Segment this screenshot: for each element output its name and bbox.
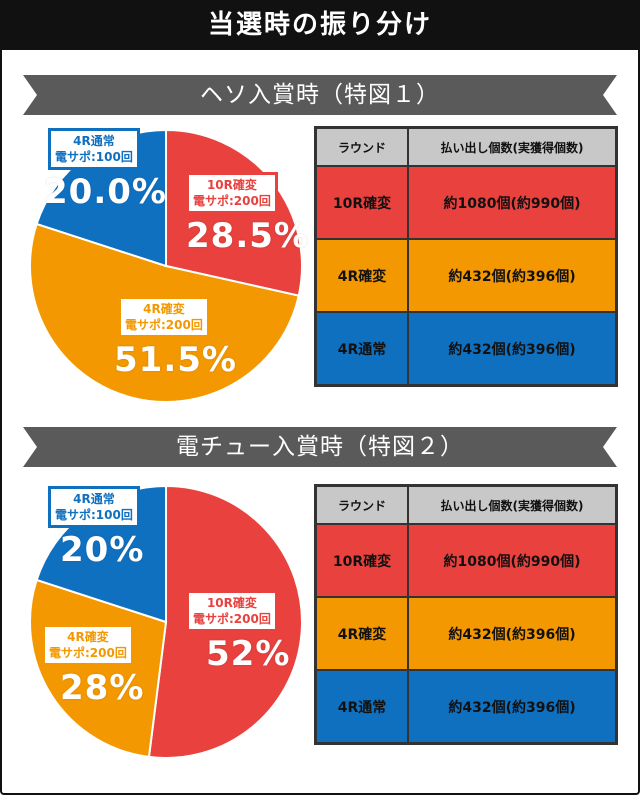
callout-line1: 4R通常 <box>73 492 115 506</box>
callout-line2: 電サポ:100回 <box>55 150 133 164</box>
round-table-1: ラウンド 払い出し個数(実獲得個数) 10R確変 約1080個(約990個) 4… <box>314 126 618 387</box>
pct-10r-kakuhen-1: 28.5% <box>186 216 309 256</box>
ribbon-shape <box>23 427 617 467</box>
table-header-row: ラウンド 払い出し個数(実獲得個数) <box>314 484 618 525</box>
callout-10r-kakuhen-1: 10R確変 電サポ:200回 <box>186 172 278 214</box>
cell-payout: 約1080個(約990個) <box>407 165 618 240</box>
table-row: 10R確変 約1080個(約990個) <box>314 165 618 240</box>
table-row: 10R確変 約1080個(約990個) <box>314 523 618 598</box>
callout-line1: 10R確変 <box>206 178 257 192</box>
cell-round: 4R通常 <box>314 311 409 387</box>
pct-10r-kakuhen-2: 52% <box>206 634 291 674</box>
pct-4r-kakuhen-2: 28% <box>60 668 145 708</box>
section-heading-1: ヘソ入賞時（特図１） <box>23 75 617 115</box>
table-row: 4R通常 約432個(約396個) <box>314 669 618 745</box>
callout-line2: 電サポ:200回 <box>193 194 271 208</box>
cell-payout: 約432個(約396個) <box>407 669 618 745</box>
cell-payout: 約432個(約396個) <box>407 311 618 387</box>
callout-4r-kakuhen-2: 4R確変 電サポ:200回 <box>42 624 134 666</box>
callout-line2: 電サポ:200回 <box>49 646 127 660</box>
cell-round: 10R確変 <box>314 523 409 598</box>
cell-payout: 約1080個(約990個) <box>407 523 618 598</box>
callout-line2: 電サポ:200回 <box>193 612 271 626</box>
header-round: ラウンド <box>314 484 409 525</box>
table-row: 4R確変 約432個(約396個) <box>314 596 618 671</box>
callout-line2: 電サポ:200回 <box>125 318 203 332</box>
pct-4r-normal-2: 20% <box>60 530 145 570</box>
cell-round: 4R確変 <box>314 238 409 313</box>
pct-4r-normal-1: 20.0% <box>44 172 167 212</box>
callout-line1: 4R確変 <box>67 630 109 644</box>
section-heading-text: ヘソ入賞時（特図１） <box>200 82 440 108</box>
cell-round: 4R通常 <box>314 669 409 745</box>
callout-line2: 電サポ:100回 <box>55 508 133 522</box>
cell-round: 4R確変 <box>314 596 409 671</box>
callout-10r-kakuhen-2: 10R確変 電サポ:200回 <box>186 590 278 632</box>
callout-line1: 4R通常 <box>73 134 115 148</box>
cell-round: 10R確変 <box>314 165 409 240</box>
pct-4r-kakuhen-1: 51.5% <box>114 340 237 380</box>
section-heading-2: 電チュー入賞時（特図２） <box>23 427 617 467</box>
cell-payout: 約432個(約396個) <box>407 596 618 671</box>
page-title: 当選時の振り分け <box>0 0 640 50</box>
callout-4r-normal-2: 4R通常 電サポ:100回 <box>48 486 140 528</box>
table-header-row: ラウンド 払い出し個数(実獲得個数) <box>314 126 618 167</box>
round-table-2: ラウンド 払い出し個数(実獲得個数) 10R確変 約1080個(約990個) 4… <box>314 484 618 745</box>
callout-4r-normal-1: 4R通常 電サポ:100回 <box>48 128 140 170</box>
header-round: ラウンド <box>314 126 409 167</box>
table-row: 4R確変 約432個(約396個) <box>314 238 618 313</box>
callout-4r-kakuhen-1: 4R確変 電サポ:200回 <box>118 296 210 338</box>
cell-payout: 約432個(約396個) <box>407 238 618 313</box>
ribbon-shape <box>23 75 617 115</box>
table-row: 4R通常 約432個(約396個) <box>314 311 618 387</box>
header-payout: 払い出し個数(実獲得個数) <box>407 484 618 525</box>
callout-line1: 4R確変 <box>143 302 185 316</box>
section-heading-text: 電チュー入賞時（特図２） <box>176 434 464 460</box>
callout-line1: 10R確変 <box>206 596 257 610</box>
header-payout: 払い出し個数(実獲得個数) <box>407 126 618 167</box>
